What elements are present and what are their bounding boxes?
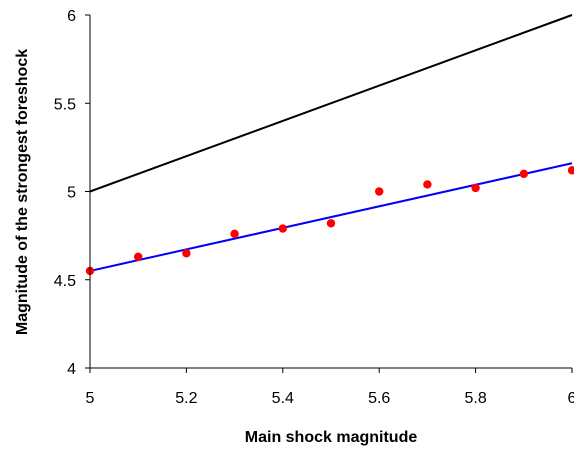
regression-line [89,162,573,272]
y-tick-label: 4 [67,361,76,378]
y-tick-label: 5 [67,185,76,202]
data-point [375,187,384,196]
y-tick-label: 6 [67,8,76,25]
x-tick-label: 5.2 [175,390,197,407]
reference-line [89,14,573,193]
x-tick-label: 5.6 [368,390,390,407]
y-tick-label: 4.5 [54,273,76,290]
x-axis: 5 5.2 5.4 5.6 5.8 6 [86,367,574,407]
data-point [423,180,432,189]
x-tick-label: 5 [86,390,95,407]
data-point [567,166,574,175]
data-point [519,169,528,179]
x-axis-title: Main shock magnitude [245,429,418,446]
y-axis: 4 4.5 5 5.5 6 [54,8,91,378]
plot-area [85,14,574,276]
data-point [134,252,143,262]
y-axis-title: Magnitude of the strongest foreshock [14,49,31,335]
x-tick-label: 5.8 [464,390,486,407]
x-tick-label: 5.4 [272,390,294,407]
data-point [278,224,287,233]
data-point [182,249,191,258]
data-point [471,183,480,193]
data-point [326,219,336,228]
y-tick-label: 5.5 [54,96,76,113]
data-point [230,229,239,239]
x-tick-label: 6 [568,390,574,407]
